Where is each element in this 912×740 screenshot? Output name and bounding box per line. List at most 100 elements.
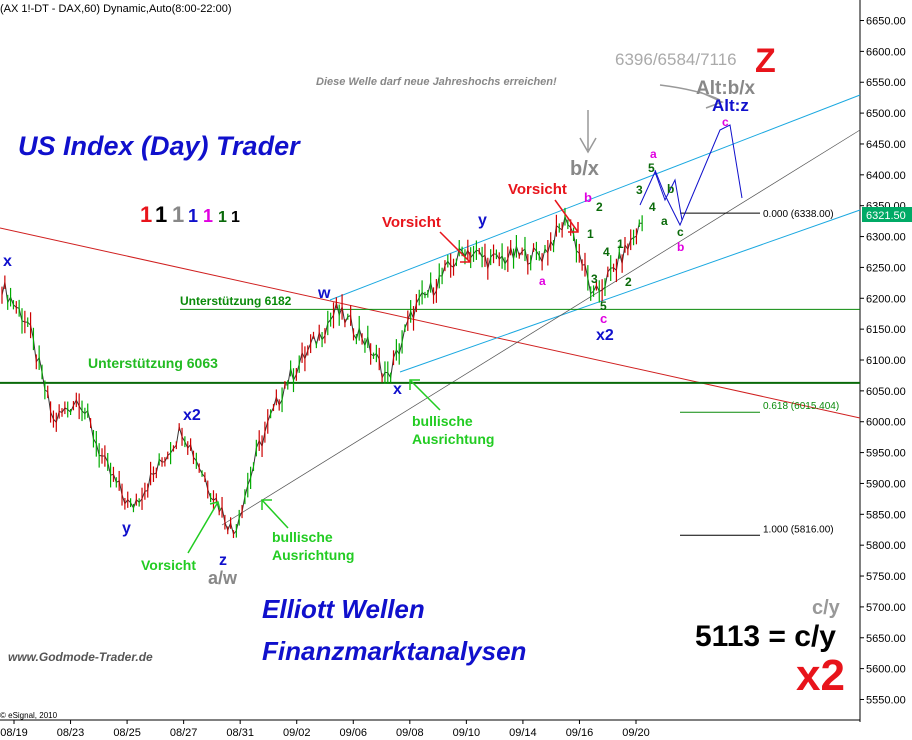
wave-label: 2 xyxy=(596,200,603,214)
red-downtrend-line xyxy=(0,227,861,419)
wave-label: b xyxy=(584,190,592,205)
wave-label: c xyxy=(677,225,684,239)
x-tick-label: 09/08 xyxy=(396,727,424,739)
y-tick-label: 5850.00 xyxy=(866,509,906,521)
wave-label: x xyxy=(3,253,12,270)
equation-label: 5113 = c/y xyxy=(695,620,836,653)
wave-label: a/w xyxy=(208,568,238,588)
finanz-title: Finanzmarktanalysen xyxy=(262,636,526,666)
fib-level-0-label: 0.000 (6338.00) xyxy=(763,209,834,220)
callout-arrow xyxy=(554,199,579,233)
wave-label: 3 xyxy=(591,272,598,286)
callout-vorsicht-2: Vorsicht xyxy=(508,181,567,198)
plot-area xyxy=(0,0,860,720)
gray-support-line xyxy=(221,129,861,526)
projection-path xyxy=(654,124,743,227)
callout-vorsicht-1: Vorsicht xyxy=(382,214,441,231)
y-tick-label: 5900.00 xyxy=(866,478,906,490)
count-digit-1: 1 xyxy=(140,202,152,227)
last-price-box xyxy=(862,207,912,222)
gray-arrow-right xyxy=(659,84,724,109)
count-digit-7: 1 xyxy=(231,209,240,226)
x-tick-label: 09/06 xyxy=(340,727,368,739)
x-tick-label: 08/19 xyxy=(0,727,28,739)
x-tick-label: 08/25 xyxy=(113,727,141,739)
big-z-label: Z xyxy=(755,42,776,80)
y-tick-label: 6300.00 xyxy=(866,232,906,244)
main-title: US Index (Day) Trader xyxy=(18,131,301,161)
gray-arrow-down xyxy=(579,110,597,154)
callout-bullish-1: bullische Ausrichtung xyxy=(412,413,494,447)
wave-label: w xyxy=(317,285,331,302)
note-text: Diese Welle darf neue Jahreshochs erreic… xyxy=(316,76,557,88)
callout-vorsicht-3: Vorsicht xyxy=(141,557,196,573)
callouts: Vorsicht Vorsicht Vorsicht bullische Ausr… xyxy=(141,181,579,573)
wave-label: a xyxy=(661,214,668,228)
y-tick-label: 6550.00 xyxy=(866,77,906,89)
wave-label: Alt:b/x xyxy=(696,78,756,99)
copyright-label: © eSignal, 2010 xyxy=(0,711,58,720)
site-label: www.Godmode-Trader.de xyxy=(8,650,153,664)
cyan-lower-channel xyxy=(399,209,861,373)
count-digit-5: 1 xyxy=(203,206,213,226)
x-tick-label: 09/10 xyxy=(453,727,481,739)
wave-label: a xyxy=(650,147,657,161)
wave-label: 1 xyxy=(587,227,594,241)
y-tick-label: 6650.00 xyxy=(866,16,906,28)
fib-level-618-label: 0.618 (6015.404) xyxy=(763,401,839,412)
y-tick-label: 5750.00 xyxy=(866,571,906,583)
wave-label: 4 xyxy=(603,245,610,259)
x-tick-label: 09/16 xyxy=(566,727,594,739)
wave-label: 5 xyxy=(648,161,655,175)
x-tick-label: 09/20 xyxy=(622,727,650,739)
count-digit-6: 1 xyxy=(218,209,227,226)
y-tick-label: 5800.00 xyxy=(866,540,906,552)
price-bars xyxy=(1,207,643,539)
x-tick-label: 09/02 xyxy=(283,727,311,739)
wave-label: b/x xyxy=(570,158,599,180)
symbol-header: (AX 1!-DT - DAX,60) Dynamic,Auto(8:00-22… xyxy=(0,3,232,15)
y-tick-label: 5650.00 xyxy=(866,633,906,645)
support-6182-label: Unterstützung 6182 xyxy=(180,294,292,308)
y-tick-label: 6100.00 xyxy=(866,355,906,367)
wave-label: c xyxy=(600,311,607,326)
elliott-title: Elliott Wellen xyxy=(262,594,425,624)
x-tick-label: 08/27 xyxy=(170,727,198,739)
fib-level-1-label: 1.000 (5816.00) xyxy=(763,524,834,535)
wave-label: y xyxy=(478,212,487,229)
y-tick-label: 6400.00 xyxy=(866,170,906,182)
y-tick-label: 6150.00 xyxy=(866,324,906,336)
wave-label: 1 xyxy=(617,237,624,251)
callout-arrow xyxy=(439,231,471,263)
count-digit-3: 1 xyxy=(172,202,184,227)
wave-label: 2 xyxy=(625,275,632,289)
x2-big-label: x2 xyxy=(796,651,845,700)
x-tick-label: 08/31 xyxy=(226,727,254,739)
count-digit-2: 1 xyxy=(155,202,167,227)
wave-label: x xyxy=(393,381,402,398)
callout-arrow xyxy=(409,379,441,411)
wave-label: b xyxy=(667,182,674,196)
y-tick-label: 6600.00 xyxy=(866,46,906,58)
wave-labels: x x2 y z a/w w x y a b/x b c x2 1 2 3 4 … xyxy=(3,78,756,588)
wave-label: z xyxy=(219,552,227,569)
callout-bullish-2: bullische Ausrichtung xyxy=(272,529,354,563)
targets-label: 6396/6584/7116 xyxy=(615,50,737,69)
wave-label: y xyxy=(122,520,131,537)
x-tick-label: 09/14 xyxy=(509,727,537,739)
y-tick-label: 6000.00 xyxy=(866,417,906,429)
count-digit-4: 1 xyxy=(188,206,198,226)
wave-label: x2 xyxy=(596,327,614,344)
x-tick-label: 08/23 xyxy=(57,727,85,739)
cyan-upper-channel xyxy=(329,94,861,301)
y-tick-label: 6200.00 xyxy=(866,293,906,305)
y-tick-label: 6450.00 xyxy=(866,139,906,151)
support-6063-label: Unterstützung 6063 xyxy=(88,355,218,371)
wave-label: x2 xyxy=(183,407,201,424)
y-tick-label: 5550.00 xyxy=(866,694,906,706)
x-axis-ticks: 08/19 08/23 08/25 08/27 08/31 09/02 09/06 09/08… xyxy=(0,720,650,739)
last-price-label: 6321.50 xyxy=(866,210,906,222)
callout-arrow xyxy=(187,501,221,554)
callout-arrow xyxy=(261,499,289,529)
